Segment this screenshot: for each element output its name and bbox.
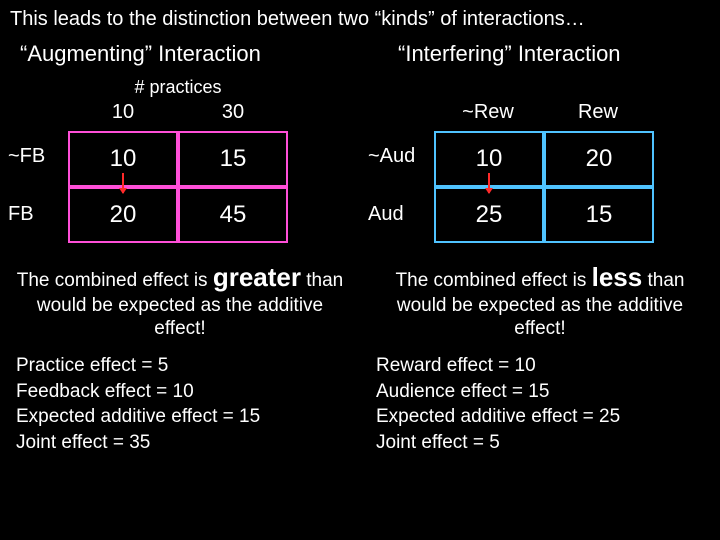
right-column: “Interfering” Interaction ~Rew Rew ~Aud … [360, 35, 720, 456]
right-arrow-icon [488, 173, 490, 193]
right-grid: 10 20 25 15 [434, 131, 654, 243]
right-effect-3: Joint effect = 5 [376, 430, 708, 456]
left-arrow-icon [122, 173, 124, 193]
left-caption: The combined effect is greater than woul… [8, 253, 352, 351]
right-cell-0-1: 20 [544, 131, 654, 187]
right-cell-1-1: 15 [544, 187, 654, 243]
right-effect-0: Reward effect = 10 [376, 353, 708, 379]
right-effects: Reward effect = 10 Audience effect = 15 … [368, 351, 712, 456]
left-row-header-1: FB [8, 203, 60, 226]
right-row-header-0: ~Aud [368, 145, 428, 168]
left-effect-3: Joint effect = 35 [16, 430, 348, 456]
right-col-header-0: ~Rew [448, 101, 528, 124]
right-caption: The combined effect is less than would b… [368, 253, 712, 351]
left-col-header-0: 10 [93, 101, 153, 124]
right-table: ~Rew Rew ~Aud Aud 10 20 25 15 [368, 73, 712, 253]
left-table: # practices 10 30 ~FB FB 10 15 20 45 [8, 73, 352, 253]
left-effect-2: Expected additive effect = 15 [16, 404, 348, 430]
right-effect-1: Audience effect = 15 [376, 379, 708, 405]
right-caption-pre: The combined effect is [396, 270, 592, 291]
left-grid: 10 15 20 45 [68, 131, 288, 243]
left-cell-0-1: 15 [178, 131, 288, 187]
left-row-header-0: ~FB [8, 145, 60, 168]
left-cell-1-0: 20 [68, 187, 178, 243]
left-caption-big: greater [213, 262, 301, 292]
left-column: “Augmenting” Interaction # practices 10 … [0, 35, 360, 456]
right-caption-big: less [592, 262, 643, 292]
left-effect-1: Feedback effect = 10 [16, 379, 348, 405]
left-effects: Practice effect = 5 Feedback effect = 10… [8, 351, 352, 456]
left-effect-0: Practice effect = 5 [16, 353, 348, 379]
left-col-header-1: 30 [203, 101, 263, 124]
right-row-header-1: Aud [368, 203, 428, 226]
right-col-header-1: Rew [563, 101, 633, 124]
right-cell-1-0: 25 [434, 187, 544, 243]
right-subtitle: “Interfering” Interaction [368, 35, 712, 73]
left-caption-pre: The combined effect is [17, 270, 213, 291]
left-cell-1-1: 45 [178, 187, 288, 243]
right-effect-2: Expected additive effect = 25 [376, 404, 708, 430]
slide-title: This leads to the distinction between tw… [0, 0, 720, 35]
left-subtitle: “Augmenting” Interaction [8, 35, 352, 73]
columns: “Augmenting” Interaction # practices 10 … [0, 35, 720, 456]
left-col-group-label: # practices [118, 77, 238, 98]
